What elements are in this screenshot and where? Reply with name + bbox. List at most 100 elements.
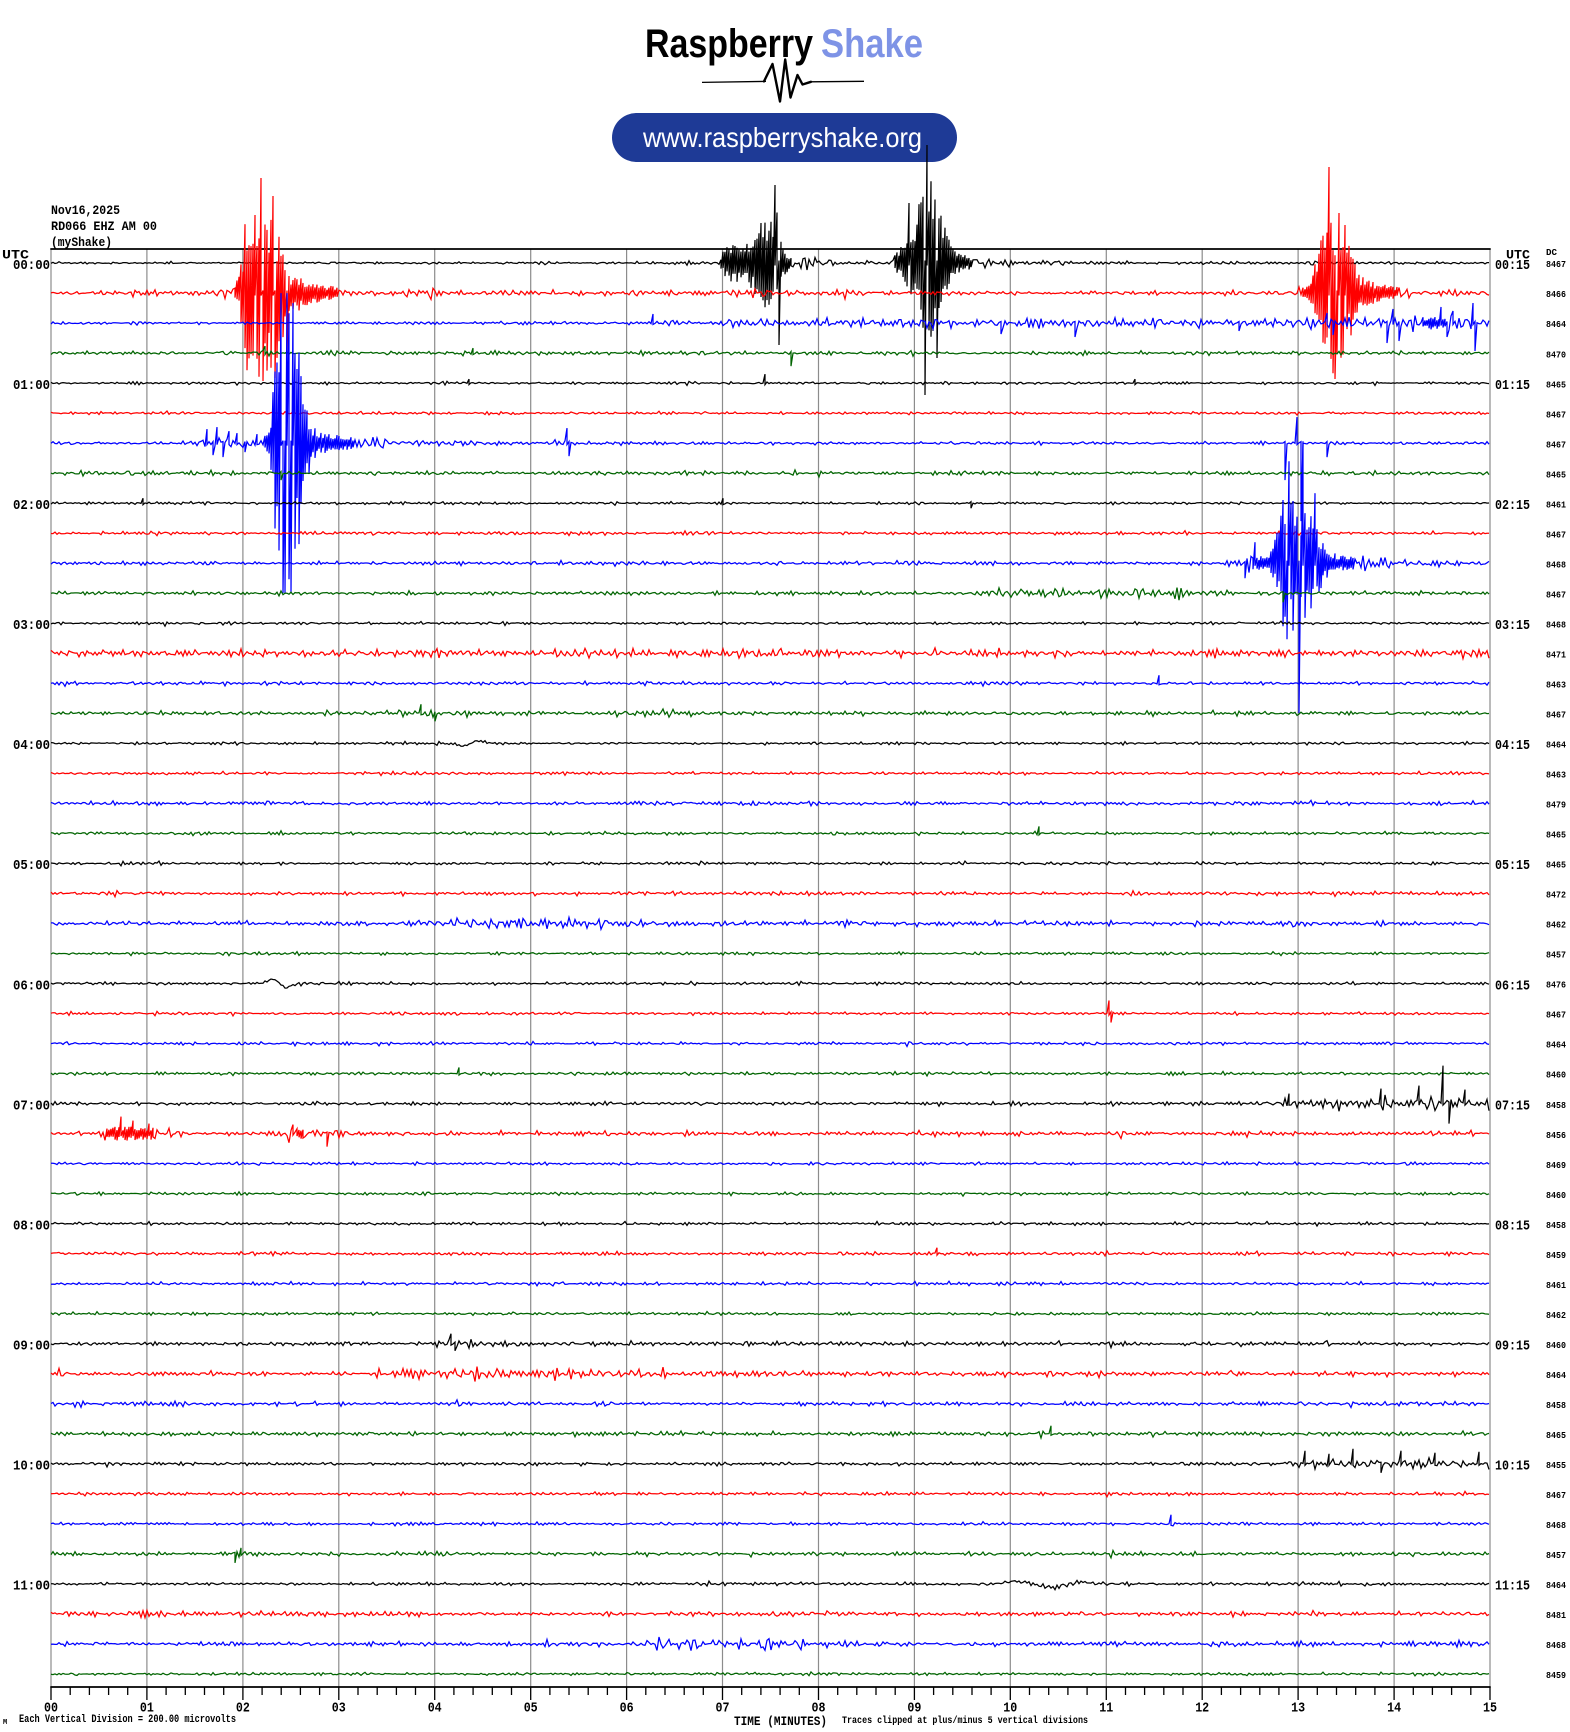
svg-text:8467: 8467 <box>1546 260 1566 270</box>
svg-text:10: 10 <box>1003 1701 1017 1717</box>
svg-text:Raspberry: Raspberry <box>645 22 814 66</box>
svg-text:8464: 8464 <box>1546 320 1567 330</box>
svg-text:8458: 8458 <box>1546 1101 1566 1111</box>
svg-text:8461: 8461 <box>1546 500 1567 510</box>
svg-text:8467: 8467 <box>1546 1491 1566 1501</box>
svg-text:09: 09 <box>907 1701 921 1717</box>
svg-text:8465: 8465 <box>1546 380 1566 390</box>
svg-text:11:15: 11:15 <box>1495 1579 1530 1595</box>
svg-text:M: M <box>3 1719 7 1727</box>
svg-text:15: 15 <box>1483 1701 1497 1717</box>
svg-text:09:15: 09:15 <box>1495 1339 1530 1355</box>
svg-text:8467: 8467 <box>1546 410 1566 420</box>
svg-text:8463: 8463 <box>1546 681 1566 691</box>
svg-text:13: 13 <box>1291 1701 1305 1717</box>
svg-text:00:15: 00:15 <box>1495 258 1530 274</box>
svg-text:06:15: 06:15 <box>1495 978 1530 994</box>
svg-text:Each Vertical Division = 200.: Each Vertical Division = 200.00 microvol… <box>19 1714 236 1726</box>
svg-text:Shake: Shake <box>821 22 923 66</box>
svg-text:8459: 8459 <box>1546 1671 1566 1681</box>
svg-text:07:15: 07:15 <box>1495 1098 1530 1114</box>
svg-text:11: 11 <box>1099 1701 1113 1717</box>
svg-text:05: 05 <box>524 1701 538 1717</box>
svg-text:8460: 8460 <box>1546 1341 1566 1351</box>
svg-text:8468: 8468 <box>1546 1641 1566 1651</box>
svg-text:8463: 8463 <box>1546 771 1566 781</box>
svg-text:8479: 8479 <box>1546 801 1566 811</box>
svg-text:8472: 8472 <box>1546 891 1566 901</box>
svg-text:02: 02 <box>236 1701 250 1717</box>
svg-text:8476: 8476 <box>1546 981 1566 991</box>
svg-text:8467: 8467 <box>1546 1011 1566 1021</box>
svg-text:8467: 8467 <box>1546 590 1566 600</box>
svg-text:8470: 8470 <box>1546 350 1566 360</box>
svg-text:12: 12 <box>1195 1701 1209 1717</box>
svg-text:8458: 8458 <box>1546 1401 1566 1411</box>
svg-text:www.raspberryshake.org: www.raspberryshake.org <box>642 122 922 153</box>
svg-text:01:00: 01:00 <box>13 378 50 394</box>
svg-text:01:15: 01:15 <box>1495 378 1530 394</box>
svg-text:8465: 8465 <box>1546 470 1566 480</box>
svg-text:UTC: UTC <box>2 248 29 263</box>
svg-text:00: 00 <box>44 1701 58 1717</box>
svg-text:8467: 8467 <box>1546 530 1566 540</box>
svg-text:8461: 8461 <box>1546 1281 1567 1291</box>
svg-text:8459: 8459 <box>1546 1251 1566 1261</box>
svg-text:8467: 8467 <box>1546 440 1566 450</box>
svg-text:8464: 8464 <box>1546 1581 1567 1591</box>
svg-text:8471: 8471 <box>1546 651 1567 661</box>
svg-text:03: 03 <box>332 1701 346 1717</box>
svg-text:(myShake): (myShake) <box>51 235 112 250</box>
svg-text:09:00: 09:00 <box>13 1339 50 1355</box>
svg-text:07:00: 07:00 <box>13 1098 50 1114</box>
svg-text:03:15: 03:15 <box>1495 618 1530 634</box>
svg-text:03:00: 03:00 <box>13 618 50 634</box>
svg-text:8465: 8465 <box>1546 1431 1566 1441</box>
svg-text:8465: 8465 <box>1546 861 1566 871</box>
svg-text:01: 01 <box>140 1701 154 1717</box>
svg-text:RD066 EHZ AM 00: RD066 EHZ AM 00 <box>51 219 157 234</box>
svg-text:02:00: 02:00 <box>13 498 50 514</box>
svg-text:05:00: 05:00 <box>13 858 50 874</box>
svg-text:06: 06 <box>620 1701 634 1717</box>
svg-text:8462: 8462 <box>1546 1311 1566 1321</box>
svg-text:02:15: 02:15 <box>1495 498 1530 514</box>
svg-text:08:15: 08:15 <box>1495 1218 1530 1234</box>
svg-text:8455: 8455 <box>1546 1461 1566 1471</box>
svg-text:8462: 8462 <box>1546 921 1566 931</box>
svg-text:TIME (MINUTES): TIME (MINUTES) <box>734 1714 827 1729</box>
svg-text:04: 04 <box>428 1701 442 1717</box>
svg-text:10:15: 10:15 <box>1495 1459 1530 1475</box>
svg-text:Nov16,2025: Nov16,2025 <box>51 203 120 218</box>
svg-text:00:00: 00:00 <box>13 258 50 274</box>
svg-text:08:00: 08:00 <box>13 1218 50 1234</box>
svg-text:8460: 8460 <box>1546 1071 1566 1081</box>
svg-text:07: 07 <box>716 1701 730 1717</box>
svg-text:Traces clipped at plus/minus 5: Traces clipped at plus/minus 5 vertical … <box>842 1715 1088 1727</box>
svg-text:8460: 8460 <box>1546 1191 1566 1201</box>
svg-text:8464: 8464 <box>1546 1371 1567 1381</box>
svg-text:DC: DC <box>1546 248 1558 258</box>
svg-text:8457: 8457 <box>1546 951 1566 961</box>
svg-text:06:00: 06:00 <box>13 978 50 994</box>
svg-text:8468: 8468 <box>1546 620 1566 630</box>
svg-text:UTC: UTC <box>1506 248 1530 263</box>
svg-text:8467: 8467 <box>1546 711 1566 721</box>
svg-text:8456: 8456 <box>1546 1131 1566 1141</box>
svg-text:14: 14 <box>1387 1701 1401 1717</box>
svg-text:8464: 8464 <box>1546 1041 1567 1051</box>
svg-text:8457: 8457 <box>1546 1551 1566 1561</box>
svg-text:8458: 8458 <box>1546 1221 1566 1231</box>
svg-text:10:00: 10:00 <box>13 1459 50 1475</box>
svg-text:8481: 8481 <box>1546 1611 1567 1621</box>
svg-text:08: 08 <box>812 1701 826 1717</box>
svg-text:8466: 8466 <box>1546 290 1566 300</box>
svg-text:04:15: 04:15 <box>1495 738 1530 754</box>
svg-text:8465: 8465 <box>1546 831 1566 841</box>
svg-text:8469: 8469 <box>1546 1161 1566 1171</box>
svg-text:04:00: 04:00 <box>13 738 50 754</box>
svg-text:8468: 8468 <box>1546 1521 1566 1531</box>
svg-text:11:00: 11:00 <box>13 1579 50 1595</box>
svg-text:05:15: 05:15 <box>1495 858 1530 874</box>
svg-text:8468: 8468 <box>1546 560 1566 570</box>
